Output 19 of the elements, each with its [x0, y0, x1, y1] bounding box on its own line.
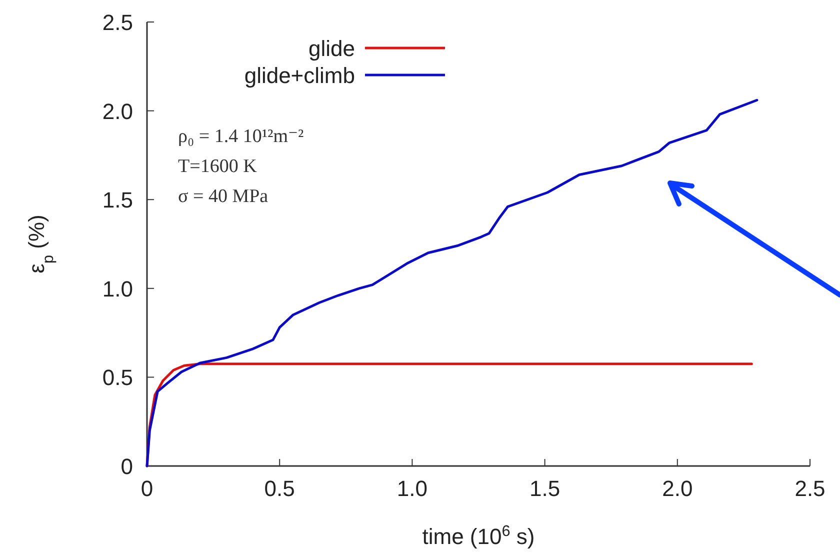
- x-tick-label: 2.0: [662, 476, 693, 501]
- annotation: σ = 40 MPa: [178, 186, 269, 207]
- y-tick-label: 0: [120, 454, 133, 479]
- legend-label: glide+climb: [244, 63, 355, 88]
- x-tick-label: 1.5: [530, 476, 560, 501]
- legend-label: glide: [308, 36, 355, 61]
- x-tick-label: 2.5: [794, 476, 826, 501]
- y-tick-label: 2.5: [102, 10, 133, 35]
- y-tick-label: 2.0: [102, 98, 133, 124]
- x-tick-label: 0: [140, 476, 154, 501]
- y-tick-label: 0.5: [102, 365, 133, 390]
- annotation: ρ₀ = 1.4 10¹²m⁻²: [178, 126, 304, 147]
- y-tick-label: 1.5: [102, 188, 133, 213]
- x-axis-title: time (10$^{6}$ s): [422, 522, 535, 549]
- annotation: T=1600 K: [178, 156, 258, 177]
- y-tick-label: 1.0: [102, 276, 133, 302]
- x-tick-label: 0.5: [264, 476, 295, 501]
- x-tick-label: 1.0: [396, 476, 428, 501]
- line-series: [146, 98, 758, 468]
